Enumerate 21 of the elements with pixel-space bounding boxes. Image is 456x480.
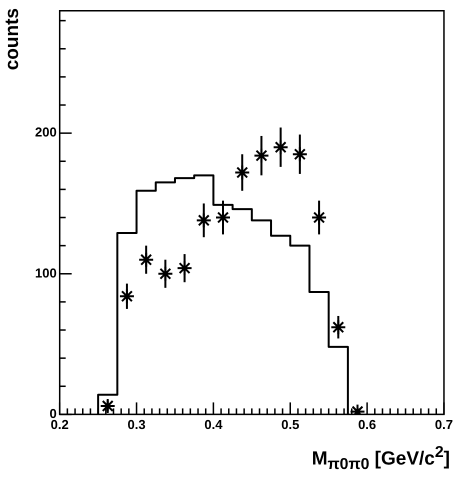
- point: [138, 252, 154, 268]
- point: [234, 164, 250, 181]
- point: [118, 288, 135, 304]
- point: [272, 139, 289, 156]
- y-tick-label: 0: [49, 406, 57, 421]
- y-tick-label: 100: [34, 265, 57, 280]
- y-axis-title: counts: [2, 8, 24, 70]
- x-tick-label: 0.3: [128, 416, 146, 432]
- x-tick-label: 0.7: [434, 416, 454, 432]
- point: [253, 148, 270, 164]
- x-tick-label: 0.6: [358, 416, 376, 432]
- x-tick-label: 0.5: [281, 416, 300, 432]
- point: [196, 212, 212, 228]
- point: [176, 260, 193, 276]
- y-tick-label: 200: [34, 124, 57, 140]
- point: [292, 146, 308, 162]
- point: [330, 319, 346, 336]
- x-axis-title: M$_{π0π0}$ [GeV/c$^{2}$]: [312, 444, 450, 474]
- x-tick-label: 0.4: [204, 416, 224, 432]
- point: [311, 210, 328, 226]
- point: [157, 266, 174, 282]
